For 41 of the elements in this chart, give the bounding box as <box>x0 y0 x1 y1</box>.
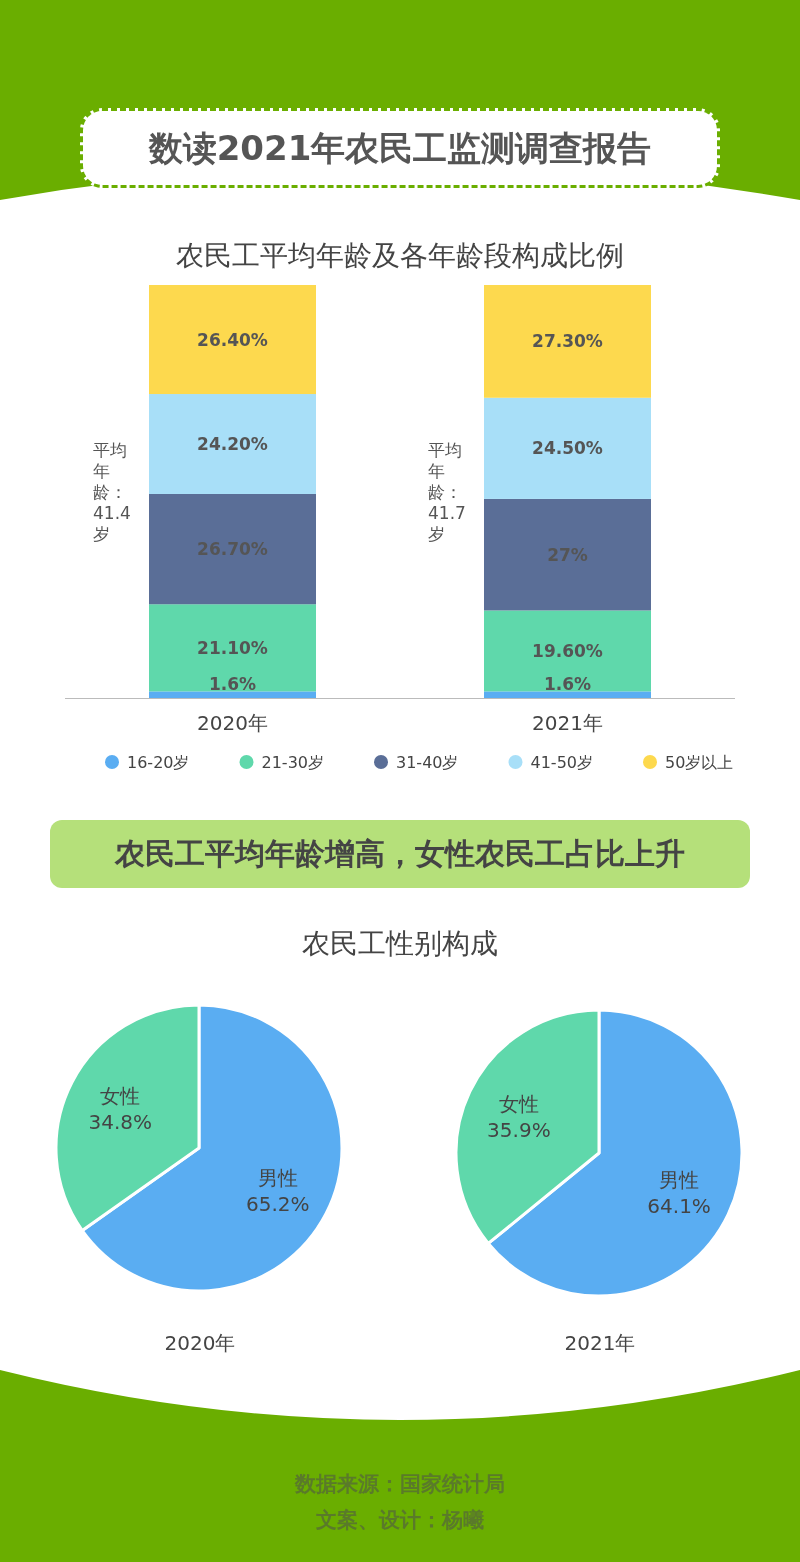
bar <box>484 610 651 692</box>
bar <box>149 604 316 692</box>
text: 农民工平均年龄增高，女性农民工占比上升 <box>50 820 750 888</box>
slice-label: 女性 <box>100 1084 141 1109</box>
data-label: 26.40% <box>197 329 268 350</box>
data-label: 21.10% <box>197 637 268 658</box>
data-label: 1.6% <box>543 674 592 695</box>
text: 2021年 <box>564 1331 636 1355</box>
data-label: 24.20% <box>197 434 268 455</box>
bar <box>149 493 316 605</box>
bar <box>149 285 316 395</box>
data-label: 64.1% <box>647 1194 711 1218</box>
annotation: 平均年龄：41.4岁 <box>93 440 132 545</box>
bar <box>484 397 651 499</box>
bar <box>484 285 651 398</box>
text: 数读2021年农民工监测调查报告 <box>80 108 720 188</box>
chart-title: 农民工平均年龄及各年龄段构成比例 <box>176 239 624 272</box>
data-label: 27% <box>547 544 588 565</box>
bar <box>484 691 651 698</box>
data-label: 19.60% <box>532 640 603 661</box>
slice-label: 男性 <box>257 1165 298 1190</box>
text: 2020年 <box>164 1331 236 1355</box>
data-label: 35.9% <box>487 1118 551 1142</box>
data-label: 27.30% <box>532 331 603 352</box>
data-label: 34.8% <box>88 1110 153 1135</box>
data-label: 26.70% <box>197 539 268 560</box>
legend-label: 21-30岁 <box>261 753 324 772</box>
bar <box>149 691 316 698</box>
text: 农民工性别构成 <box>301 926 499 962</box>
data-label: 24.50% <box>532 438 603 459</box>
data-label: 65.2% <box>245 1191 310 1216</box>
legend-label: 41-50岁 <box>530 753 593 772</box>
slice-label: 女性 <box>498 1092 539 1116</box>
annotation: 平均年龄：41.7岁 <box>428 440 467 545</box>
legend-label: 16-20岁 <box>127 753 190 772</box>
legend-label: 31-40岁 <box>396 753 459 772</box>
slice-label: 男性 <box>659 1168 700 1192</box>
data-label: 1.6% <box>208 674 257 695</box>
legend-label: 50岁以上 <box>665 753 734 772</box>
bar <box>484 498 651 611</box>
bar <box>149 394 316 494</box>
